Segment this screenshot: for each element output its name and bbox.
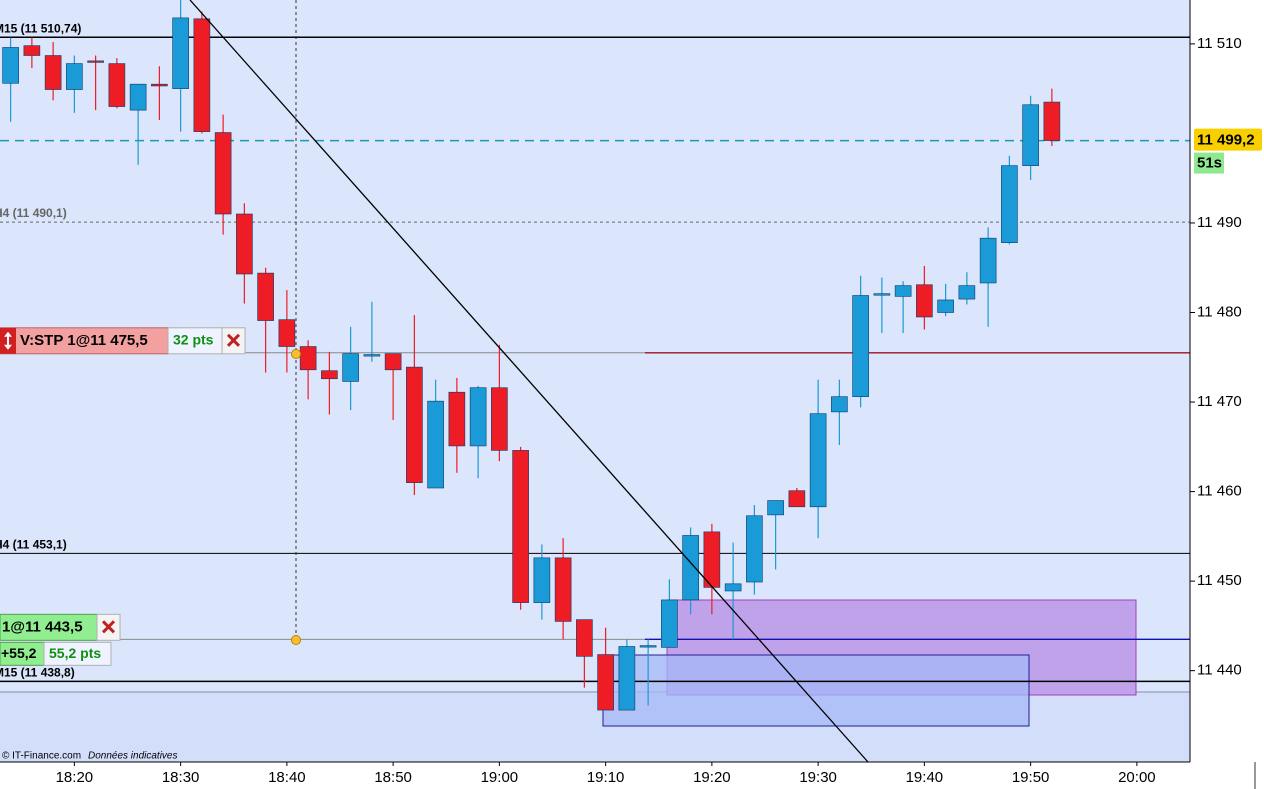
candle-body — [746, 515, 763, 583]
candle-body — [214, 132, 232, 215]
candle-body — [852, 295, 869, 397]
candle-body — [533, 557, 551, 603]
candle-body — [703, 531, 721, 588]
candle-body — [108, 63, 126, 107]
candle-body — [809, 413, 827, 508]
timer-label: 51s — [1197, 155, 1222, 172]
order-box — [0, 613, 98, 641]
y-tick-label: 11 450 — [1197, 572, 1242, 589]
candle-body — [321, 370, 338, 380]
candle-body — [491, 387, 508, 451]
candle-body — [363, 354, 381, 357]
x-tick-label: 19:30 — [799, 769, 837, 786]
candle-body — [2, 47, 19, 84]
candle-body — [958, 285, 976, 300]
candle-body — [576, 619, 593, 657]
order-icon-arrow — [4, 331, 12, 350]
candle-body — [23, 45, 41, 56]
x-tick-label: 19:20 — [693, 769, 731, 786]
x-tick-label: 19:40 — [906, 769, 944, 786]
order-label: V:STP 1@11 475,5 — [20, 332, 148, 349]
candle-body — [831, 396, 848, 413]
candle-body — [788, 490, 806, 508]
x-tick-label: 18:40 — [268, 769, 306, 786]
order-pts-box — [43, 641, 112, 666]
candle-body — [384, 353, 402, 371]
candle-body — [44, 55, 62, 90]
copyright: © IT-Finance.com — [2, 751, 81, 762]
order-label: 1@11 443,5 — [2, 618, 83, 635]
x-tick-label: 18:20 — [56, 769, 94, 786]
y-tick-label: 11 470 — [1197, 393, 1242, 410]
y-tick-label: 11 460 — [1197, 483, 1242, 500]
candle-body — [682, 535, 699, 601]
x-tick-label: 18:50 — [374, 769, 412, 786]
candle-body — [894, 285, 912, 297]
y-tick-label: 11 480 — [1197, 303, 1242, 320]
candle-body — [1043, 101, 1061, 141]
candle-body — [427, 400, 444, 489]
candle-body — [916, 284, 933, 318]
y-tick-label: 11 510 — [1197, 35, 1242, 52]
candle-body — [469, 387, 487, 447]
price-tag — [1194, 128, 1262, 151]
candle-body — [87, 60, 104, 63]
candle-body — [639, 645, 657, 648]
timer-tag — [1194, 152, 1224, 174]
candle-body — [129, 83, 147, 111]
candle-body — [448, 391, 466, 447]
candle-body — [236, 213, 253, 275]
x-tick-label: 19:10 — [587, 769, 625, 786]
trend-line — [189, 0, 869, 763]
candle-body — [406, 366, 423, 483]
candle-body — [193, 18, 211, 132]
order-pts: 32 pts — [173, 331, 214, 347]
candle-body — [873, 293, 891, 296]
level-label: H4 (11 453,1) — [0, 538, 67, 552]
candle-body — [66, 63, 83, 90]
order-pts-box — [167, 327, 223, 355]
anchor-dot — [291, 349, 301, 359]
candle-body — [299, 346, 317, 371]
candle-body — [1022, 104, 1039, 166]
candle-body — [512, 450, 529, 603]
candle-body — [724, 583, 742, 592]
candle-body — [342, 353, 359, 382]
candle-body — [979, 237, 997, 284]
x-tick-label: 20:00 — [1118, 769, 1156, 786]
disclaimer: Données indicatives — [88, 751, 178, 762]
y-tick-label: 11 440 — [1197, 662, 1242, 679]
zone-rectangle — [602, 654, 1030, 727]
anchor-dot — [291, 635, 301, 645]
candle-body — [172, 17, 189, 89]
candle-body — [278, 319, 296, 347]
order-pts: 55,2 pts — [49, 645, 101, 661]
y-tick-label: 11 490 — [1197, 214, 1242, 231]
candle-body — [618, 646, 636, 711]
candle-body — [151, 83, 168, 87]
candle-body — [661, 599, 678, 648]
x-tick-label: 19:50 — [1012, 769, 1050, 786]
candle-body — [1001, 165, 1018, 243]
candle-body — [554, 557, 572, 622]
candle-body — [767, 500, 784, 516]
price-tag-label: 11 499,2 — [1197, 132, 1255, 149]
candle-body — [937, 299, 954, 313]
level-label: M15 (11 510,74) — [0, 21, 81, 35]
close-icon — [226, 333, 241, 347]
level-label: M15 (11 438,8) — [0, 666, 75, 680]
level-label: H4 (11 490,1) — [0, 206, 67, 220]
x-axis-panel — [0, 762, 1264, 789]
pnl-label: +55,2 — [1, 645, 37, 661]
candle-body — [597, 654, 614, 711]
x-tick-label: 19:00 — [481, 769, 519, 786]
close-icon — [101, 620, 116, 634]
x-tick-label: 18:30 — [162, 769, 200, 786]
candle-body — [257, 272, 274, 321]
